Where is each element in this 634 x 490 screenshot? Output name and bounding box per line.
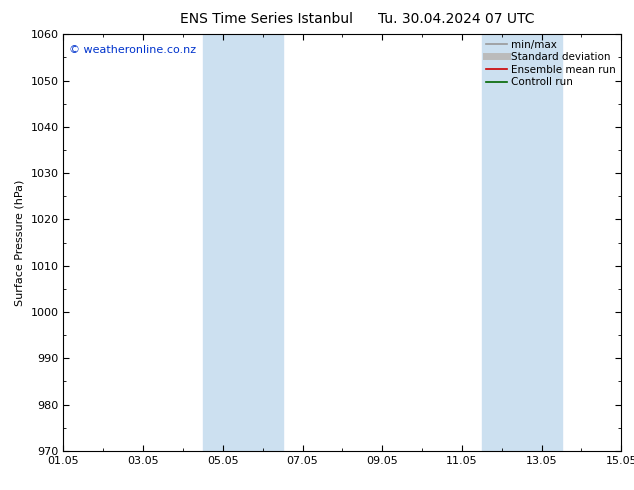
- Legend: min/max, Standard deviation, Ensemble mean run, Controll run: min/max, Standard deviation, Ensemble me…: [484, 37, 618, 89]
- Y-axis label: Surface Pressure (hPa): Surface Pressure (hPa): [15, 179, 25, 306]
- Text: ENS Time Series Istanbul: ENS Time Series Istanbul: [180, 12, 353, 26]
- Bar: [203, 34, 283, 451]
- Text: © weatheronline.co.nz: © weatheronline.co.nz: [69, 45, 196, 55]
- Text: Tu. 30.04.2024 07 UTC: Tu. 30.04.2024 07 UTC: [378, 12, 534, 26]
- Bar: [482, 34, 562, 451]
